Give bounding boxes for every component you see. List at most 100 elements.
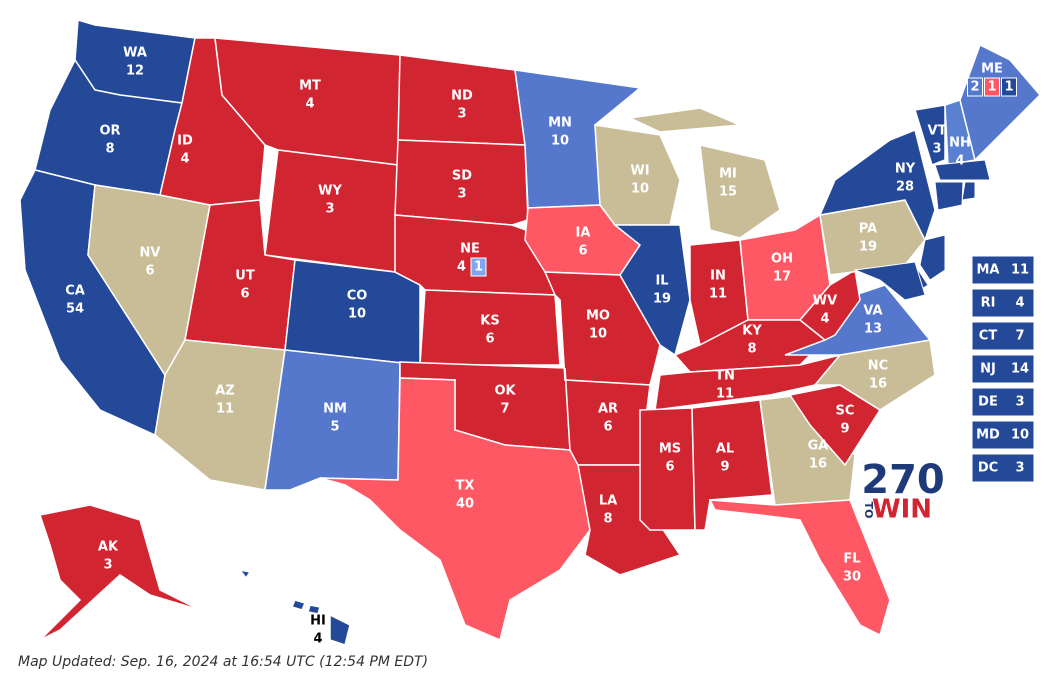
state-abbr: SC [836, 404, 855, 419]
state-abbr: CA [65, 284, 85, 299]
small-state-box [971, 453, 1035, 483]
state-abbr: ME [981, 62, 1003, 77]
small-state-votes: 3 [1015, 395, 1024, 410]
state-abbr: NV [140, 246, 161, 261]
split-box [1001, 77, 1017, 97]
state-votes: 5 [330, 420, 339, 435]
state-votes: 4 [820, 312, 829, 327]
state-abbr: GA [808, 439, 829, 454]
small-state-abbr: NJ [980, 362, 996, 377]
state-votes: 15 [719, 185, 737, 200]
state-abbr: MT [299, 79, 321, 94]
state-votes: 12 [126, 64, 144, 79]
state-shape [394, 139, 529, 226]
state-votes: 40 [456, 497, 474, 512]
state-votes: 4 [955, 154, 964, 169]
state-shape [307, 604, 321, 615]
state-votes: 17 [773, 270, 791, 285]
state-shape [934, 159, 991, 181]
state-votes: 10 [589, 327, 607, 342]
state-shape [788, 384, 882, 467]
small-state-abbr: MA [977, 263, 1000, 278]
state-abbr: KS [480, 314, 499, 329]
state-votes: 8 [603, 512, 612, 527]
state-votes: 19 [653, 292, 671, 307]
state-abbr: ID [177, 134, 193, 149]
logo-number: 270 [861, 457, 945, 503]
split-box [967, 77, 983, 97]
small-state-abbr: CT [979, 329, 998, 344]
logo-win: WIN [872, 495, 932, 525]
state-votes: 3 [457, 187, 466, 202]
state-shape [961, 181, 976, 201]
small-state-box [971, 387, 1035, 417]
state-shape [319, 377, 591, 642]
state-abbr: WI [630, 164, 649, 179]
state-votes: 6 [485, 332, 494, 347]
state-votes: 16 [809, 457, 827, 472]
state-shape [612, 224, 691, 357]
state-abbr: AZ [215, 384, 235, 399]
state-votes: 13 [864, 322, 882, 337]
state-votes: 11 [216, 402, 234, 417]
state-votes: 9 [840, 422, 849, 437]
state-shape [919, 234, 946, 281]
state-votes: 4 [180, 152, 189, 167]
state-shape [934, 181, 964, 211]
state-votes: 3 [103, 558, 112, 573]
state-abbr: OK [494, 384, 516, 399]
state-shape [914, 104, 946, 166]
state-abbr: MN [548, 116, 572, 131]
state-votes: 10 [631, 182, 649, 197]
state-abbr: AR [598, 402, 618, 417]
state-shape [798, 268, 861, 341]
state-abbr: WY [318, 184, 342, 199]
state-votes: 4 [457, 260, 466, 275]
state-abbr: ND [451, 89, 473, 104]
small-state-votes: 10 [1011, 428, 1029, 443]
state-abbr: MS [659, 442, 681, 457]
state-abbr: OR [99, 124, 120, 139]
state-abbr: HI [310, 614, 326, 629]
state-votes: 4 [313, 632, 322, 647]
state-votes: 54 [66, 302, 84, 317]
state-shape [699, 144, 781, 239]
state-abbr: MO [586, 309, 610, 324]
state-shape [39, 504, 201, 641]
state-abbr: NY [895, 162, 916, 177]
state-abbr: IA [576, 226, 591, 241]
state-abbr: MI [719, 167, 737, 182]
small-state-box [971, 321, 1035, 351]
small-state-votes: 7 [1015, 329, 1024, 344]
small-state-votes: 11 [1011, 263, 1029, 278]
small-state-votes: 3 [1015, 461, 1024, 476]
state-abbr: NE [460, 242, 480, 257]
state-abbr: IL [655, 274, 668, 289]
state-votes: 6 [145, 264, 154, 279]
small-state-box [971, 288, 1035, 318]
logo-to: TO [862, 502, 875, 519]
state-shape [290, 599, 307, 611]
state-votes: 10 [551, 134, 569, 149]
state-abbr: IN [710, 269, 726, 284]
small-state-abbr: MD [976, 428, 1000, 443]
small-state-abbr: RI [981, 296, 996, 311]
state-votes: 9 [720, 460, 729, 475]
state-shape [238, 568, 252, 580]
state-votes: 3 [932, 142, 941, 157]
state-abbr: CO [347, 289, 368, 304]
state-abbr: TN [715, 369, 735, 384]
state-votes: 6 [665, 460, 674, 475]
state-votes: 6 [603, 420, 612, 435]
state-votes: 8 [105, 142, 114, 157]
state-shape [818, 128, 936, 242]
state-abbr: VT [928, 124, 947, 139]
state-abbr: LA [599, 494, 617, 509]
small-state-box [971, 255, 1035, 285]
state-shape [708, 499, 891, 637]
state-shape [264, 349, 421, 491]
state-abbr: AL [716, 442, 734, 457]
state-votes: 3 [457, 107, 466, 122]
state-abbr: FL [843, 552, 860, 567]
